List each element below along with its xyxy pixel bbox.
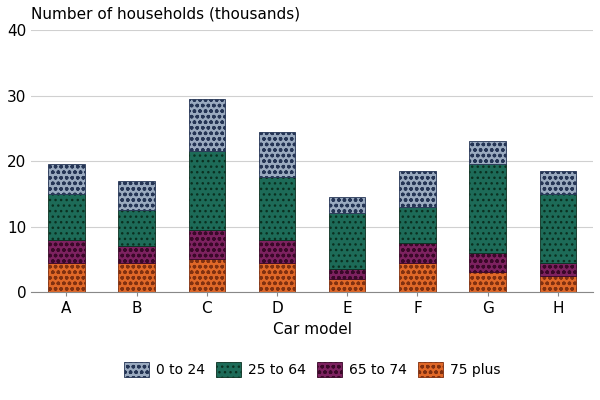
Bar <box>469 253 506 272</box>
Bar <box>469 141 506 164</box>
Bar <box>539 171 576 194</box>
Bar <box>259 132 295 178</box>
Bar <box>48 194 85 240</box>
Bar <box>329 279 365 292</box>
Bar <box>399 243 436 262</box>
Bar <box>118 262 155 292</box>
Legend: 0 to 24, 25 to 64, 65 to 74, 75 plus: 0 to 24, 25 to 64, 65 to 74, 75 plus <box>118 356 506 383</box>
Bar <box>469 164 506 253</box>
Bar <box>188 151 225 230</box>
Bar <box>118 210 155 246</box>
Bar <box>259 262 295 292</box>
Bar <box>188 230 225 259</box>
Bar <box>118 246 155 262</box>
Bar <box>188 259 225 292</box>
Bar <box>48 164 85 194</box>
Bar <box>329 214 365 269</box>
Bar <box>259 240 295 262</box>
Bar <box>469 272 506 292</box>
Bar <box>399 262 436 292</box>
Bar <box>188 99 225 151</box>
Bar <box>48 240 85 262</box>
Bar <box>259 178 295 240</box>
Bar <box>399 207 436 243</box>
Bar <box>399 171 436 207</box>
Bar <box>539 262 576 276</box>
Bar <box>329 269 365 279</box>
Bar <box>118 181 155 210</box>
Bar <box>48 262 85 292</box>
X-axis label: Car model: Car model <box>272 322 352 337</box>
Bar <box>539 276 576 292</box>
Bar <box>539 194 576 262</box>
Text: Number of households (thousands): Number of households (thousands) <box>31 7 301 22</box>
Bar <box>329 197 365 214</box>
